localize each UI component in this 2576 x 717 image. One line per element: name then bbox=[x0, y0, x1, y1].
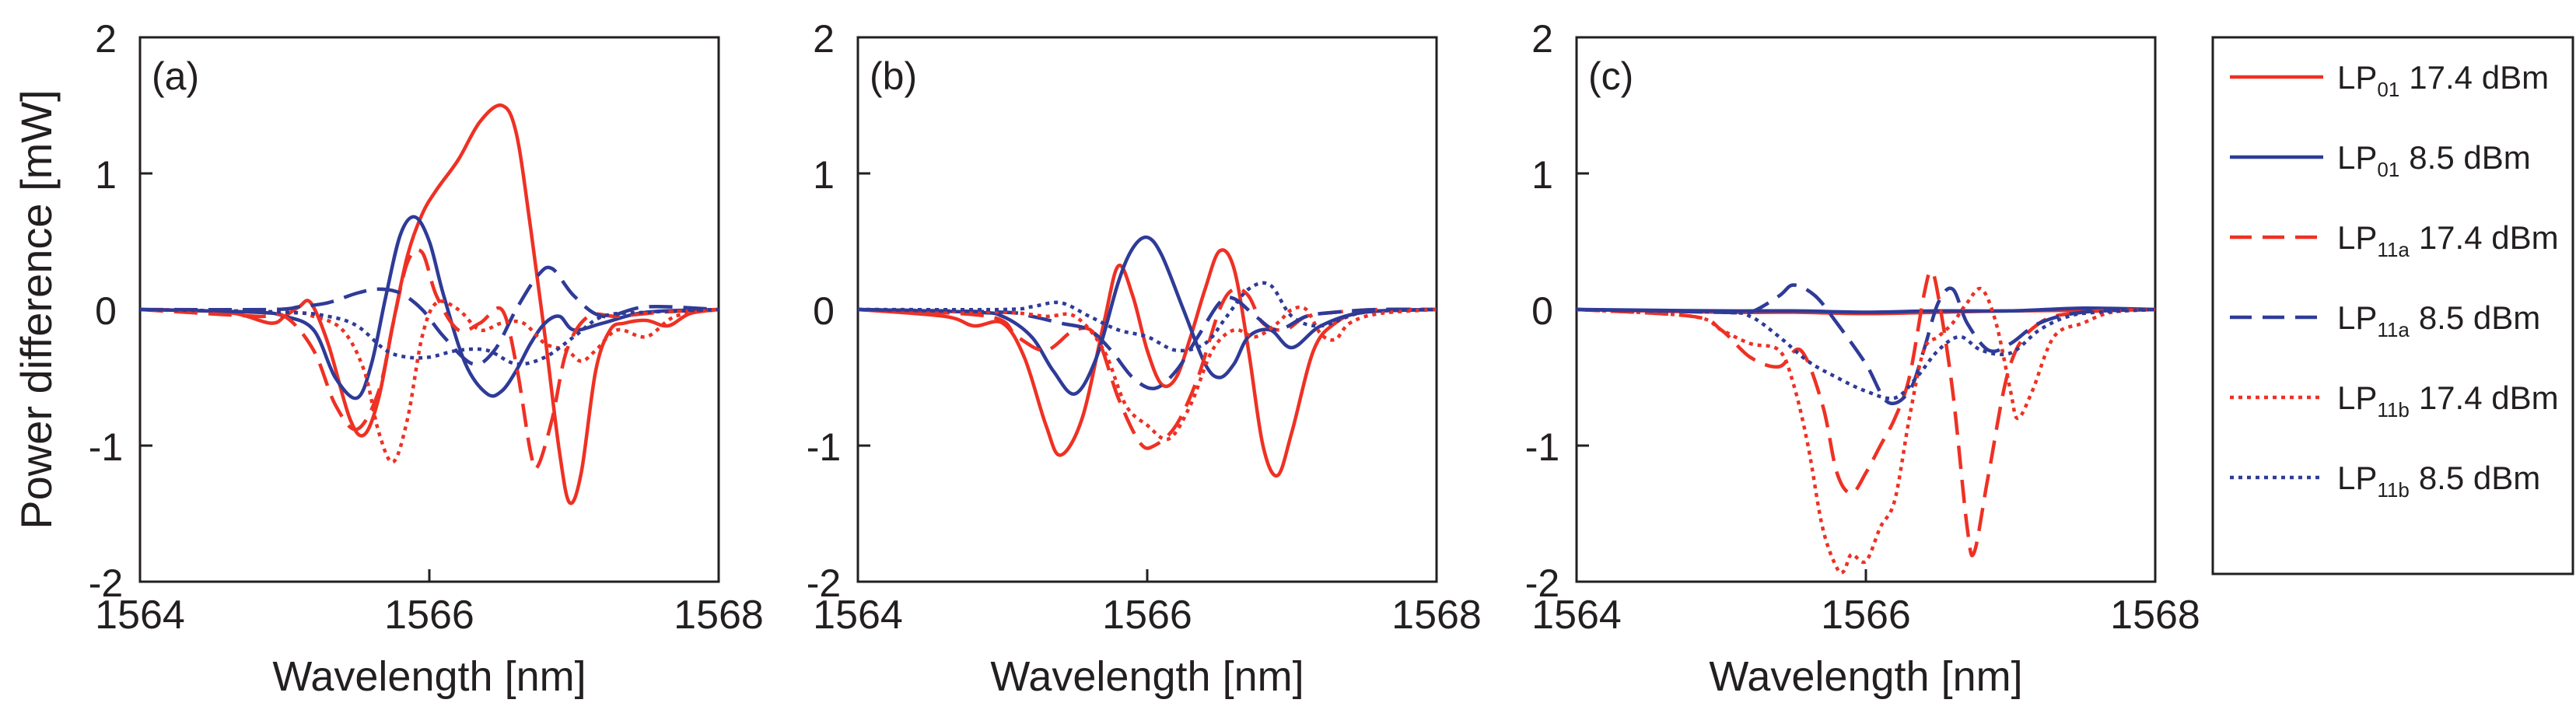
y-tick-label: 0 bbox=[1531, 289, 1553, 333]
panel-label: (a) bbox=[152, 54, 199, 98]
y-tick-label: 0 bbox=[95, 289, 117, 333]
x-tick-label: 1564 bbox=[813, 593, 903, 638]
legend-item: LP11a 8.5 dBm bbox=[2230, 299, 2540, 341]
legend-item: LP01 8.5 dBm bbox=[2230, 139, 2531, 181]
series-line-lp01-17-4-dbm bbox=[140, 103, 719, 505]
x-tick-label: 1566 bbox=[1821, 593, 1911, 638]
series-line-lp11b-17-4-dbm bbox=[1577, 286, 2155, 575]
x-tick-label: 1568 bbox=[674, 593, 764, 638]
legend-label: LP11b 17.4 dBm bbox=[2337, 379, 2559, 421]
y-tick-label: -2 bbox=[89, 561, 123, 605]
y-tick-label: 2 bbox=[95, 17, 117, 61]
y-tick-label: -1 bbox=[89, 425, 123, 469]
legend-label: LP11a 8.5 dBm bbox=[2337, 299, 2540, 341]
series-line-lp11b-8-5-dbm bbox=[140, 307, 719, 366]
y-tick-label: -2 bbox=[1525, 561, 1559, 605]
panel-label: (b) bbox=[870, 54, 917, 98]
y-tick-label: 2 bbox=[1531, 17, 1553, 61]
series-line-lp11a-8-5-dbm bbox=[140, 265, 719, 366]
series-line-lp11a-8-5-dbm bbox=[858, 296, 1437, 390]
series-line-lp11a-8-5-dbm bbox=[1577, 283, 2155, 406]
legend-label: LP01 17.4 dBm bbox=[2337, 59, 2549, 101]
series-line-lp11a-17-4-dbm bbox=[1577, 269, 2155, 558]
x-tick-label: 1566 bbox=[384, 593, 474, 638]
legend-box bbox=[2211, 36, 2574, 575]
series-line-lp01-8-5-dbm bbox=[140, 215, 719, 400]
x-axis-label: Wavelength [nm] bbox=[1709, 653, 2022, 700]
y-tick-label: 1 bbox=[813, 153, 835, 197]
x-tick-label: 1568 bbox=[2110, 593, 2200, 638]
legend-item: LP11b 8.5 dBm bbox=[2230, 460, 2540, 502]
x-axis-label: Wavelength [nm] bbox=[990, 653, 1304, 700]
y-tick-label: 2 bbox=[813, 17, 835, 61]
legend-item: LP01 17.4 dBm bbox=[2230, 59, 2549, 101]
legend-item: LP11a 17.4 dBm bbox=[2230, 219, 2559, 261]
legend-label: LP01 8.5 dBm bbox=[2337, 139, 2531, 181]
y-tick-label: -2 bbox=[807, 561, 841, 605]
series-line-lp11b-8-5-dbm bbox=[858, 281, 1437, 353]
x-tick-label: 1566 bbox=[1102, 593, 1192, 638]
x-tick-label: 1568 bbox=[1391, 593, 1482, 638]
panel-label: (c) bbox=[1588, 54, 1633, 98]
y-tick-label: -1 bbox=[807, 425, 841, 469]
y-axis-label: Power difference [mW] bbox=[12, 89, 61, 529]
series-line-lp01-8-5-dbm bbox=[858, 235, 1437, 396]
series-line-lp11b-17-4-dbm bbox=[140, 299, 719, 464]
legend-label: LP11b 8.5 dBm bbox=[2337, 460, 2540, 502]
y-tick-label: 1 bbox=[1531, 153, 1553, 197]
x-tick-label: 1564 bbox=[1531, 593, 1622, 638]
y-tick-label: 1 bbox=[95, 153, 117, 197]
series-line-lp11b-8-5-dbm bbox=[1577, 307, 2155, 400]
x-axis-label: Wavelength [nm] bbox=[272, 653, 586, 700]
series-line-lp01-17-4-dbm bbox=[858, 248, 1437, 478]
legend: LP01 17.4 dBm LP01 8.5 dBm LP11a 17.4 dBm LP11… bbox=[2211, 36, 2574, 575]
x-tick-label: 1564 bbox=[95, 593, 185, 638]
y-tick-label: -1 bbox=[1525, 425, 1559, 469]
legend-label: LP11a 17.4 dBm bbox=[2337, 219, 2559, 261]
y-tick-label: 0 bbox=[813, 289, 835, 333]
legend-item: LP11b 17.4 dBm bbox=[2230, 379, 2559, 421]
series-line-lp11a-17-4-dbm bbox=[140, 247, 719, 470]
series-line-lp11b-17-4-dbm bbox=[858, 305, 1437, 442]
